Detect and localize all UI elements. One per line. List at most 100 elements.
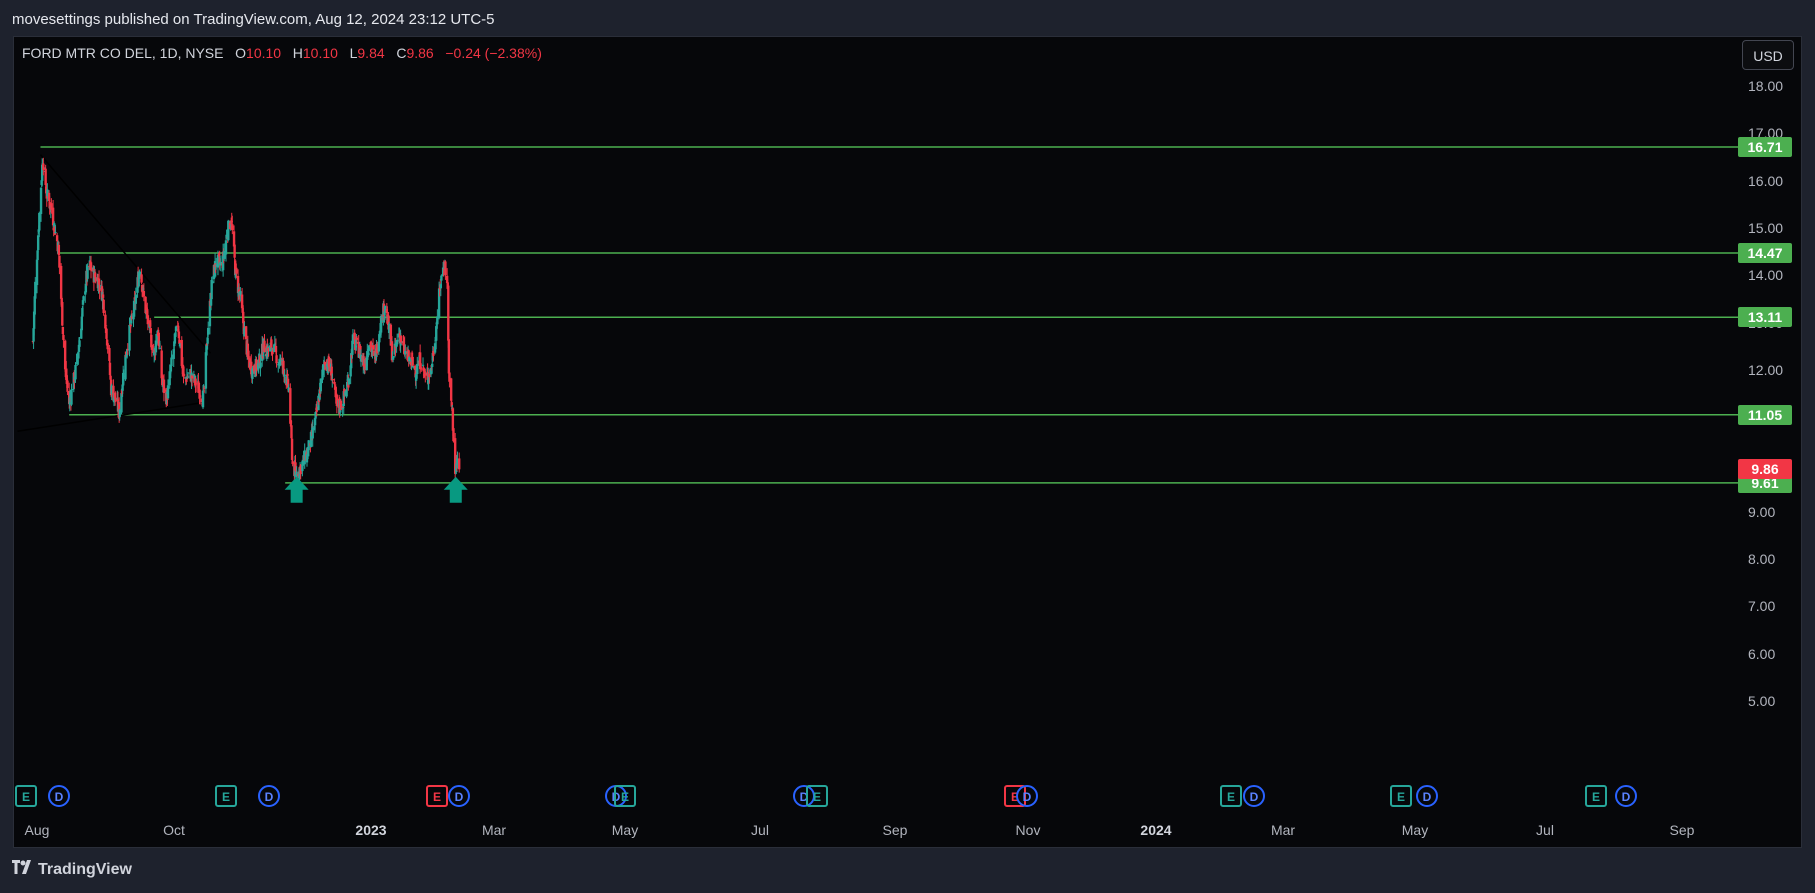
candle-up — [81, 308, 84, 317]
candle-down — [106, 343, 109, 350]
tradingview-brand[interactable]: TradingView — [38, 860, 132, 878]
candle-up — [72, 388, 75, 390]
price-tick-label: 16.00 — [1748, 172, 1784, 189]
price-tick-label: 5.00 — [1748, 692, 1776, 709]
price-tick-label: 15.00 — [1748, 219, 1784, 236]
low-value: 9.84 — [357, 45, 385, 61]
candle-down — [387, 315, 390, 330]
earnings-event-icon[interactable]: E — [806, 785, 828, 807]
change-value: −0.24 (−2.38%) — [445, 45, 542, 61]
dividend-event-icon[interactable]: D — [793, 785, 815, 807]
candle-up — [350, 353, 353, 369]
candle-up — [433, 343, 437, 353]
top-bar: movesettings published on TradingView.co… — [0, 0, 1815, 36]
candle-down — [177, 331, 181, 339]
time-tick-label: 2024 — [1140, 822, 1172, 838]
candle-up — [211, 281, 214, 284]
candle-down — [448, 372, 451, 382]
candle-up — [154, 340, 158, 353]
trendline — [39, 154, 212, 354]
candle-down — [390, 341, 394, 361]
candle-up — [429, 368, 433, 375]
candle-up — [166, 385, 170, 399]
level-price-badge: 14.47 — [1738, 242, 1792, 263]
candle-down — [289, 388, 292, 424]
earnings-event-icon[interactable]: E — [426, 785, 448, 807]
dividend-event-icon[interactable]: D — [258, 785, 280, 807]
candle-up — [74, 365, 77, 380]
symbol-title[interactable]: FORD MTR CO DEL, 1D, NYSE — [22, 45, 224, 61]
candle-up — [178, 343, 182, 347]
candle-down — [113, 392, 117, 400]
dividend-event-icon[interactable]: D — [448, 785, 470, 807]
candle-down — [315, 406, 318, 412]
price-tick-label: 6.00 — [1748, 645, 1776, 662]
low-label: L — [349, 45, 358, 61]
candle-up — [307, 440, 310, 451]
candle-up — [174, 326, 178, 331]
earnings-event-icon[interactable]: E — [614, 785, 636, 807]
chart-canvas[interactable] — [13, 36, 1802, 848]
candle-up — [279, 357, 282, 363]
candle-down — [126, 349, 129, 351]
time-tick-label: 2023 — [355, 822, 387, 838]
candle-down — [323, 361, 326, 365]
candle-down — [242, 321, 246, 335]
candle-down — [289, 420, 293, 424]
dividend-event-icon[interactable]: D — [1016, 785, 1038, 807]
candle-up — [210, 279, 213, 300]
candle-up — [342, 391, 345, 407]
price-tick-label: 9.00 — [1748, 503, 1776, 520]
candle-up — [367, 345, 371, 351]
candle-up — [77, 352, 80, 359]
candle-up — [343, 393, 347, 395]
level-price-badge: 13.11 — [1738, 307, 1792, 328]
candle-up — [40, 180, 43, 186]
candle-down — [146, 315, 150, 325]
earnings-event-icon[interactable]: E — [215, 785, 237, 807]
candle-down — [411, 356, 414, 366]
arrow-up-icon — [284, 476, 309, 503]
candle-down — [238, 289, 241, 292]
candle-down — [317, 398, 321, 402]
candle-down — [198, 389, 201, 399]
candle-down — [88, 265, 91, 267]
close-value: 9.86 — [406, 45, 434, 61]
earnings-event-icon[interactable]: E — [1220, 785, 1242, 807]
dividend-event-icon[interactable]: D — [48, 785, 70, 807]
time-tick-label: Mar — [1270, 822, 1296, 838]
candle-down — [290, 425, 293, 439]
candle-up — [37, 229, 40, 232]
candle-up — [239, 291, 242, 296]
time-tick-label: May — [1401, 822, 1429, 838]
candle-up — [266, 346, 270, 357]
candle-up — [371, 347, 374, 352]
candle-up — [54, 232, 57, 234]
candle-up — [76, 353, 79, 365]
tradingview-logo-icon[interactable] — [12, 860, 34, 879]
earnings-event-icon[interactable]: E — [1390, 785, 1412, 807]
candle-down — [44, 168, 47, 185]
dividend-event-icon[interactable]: D — [1243, 785, 1265, 807]
candle-up — [243, 327, 246, 337]
candle-down — [108, 362, 112, 376]
candle-up — [116, 398, 119, 400]
candle-down — [444, 261, 447, 275]
candle-down — [275, 355, 278, 364]
earnings-event-icon[interactable]: E — [15, 785, 37, 807]
candle-down — [97, 278, 101, 285]
candle-up — [251, 368, 254, 379]
candle-up — [36, 250, 39, 261]
earnings-event-icon[interactable]: E — [1585, 785, 1607, 807]
dividend-event-icon[interactable]: D — [1615, 785, 1637, 807]
candle-up — [39, 187, 43, 214]
candle-up — [173, 333, 177, 344]
candle-down — [47, 192, 51, 201]
candle-up — [169, 365, 173, 372]
candle-down — [161, 375, 164, 386]
candle-down — [114, 397, 117, 402]
candle-down — [385, 309, 389, 313]
dividend-event-icon[interactable]: D — [1416, 785, 1438, 807]
candle-down — [150, 344, 154, 350]
currency-button[interactable]: USD — [1742, 40, 1794, 70]
